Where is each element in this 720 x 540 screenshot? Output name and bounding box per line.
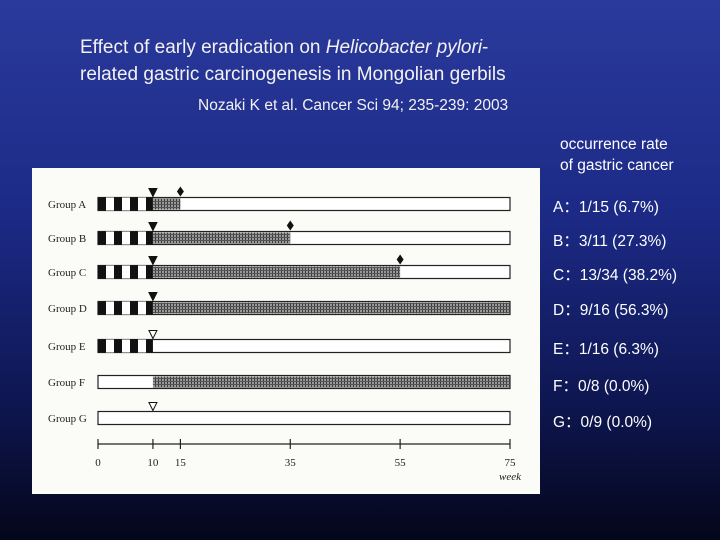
group-d-label: Group D — [48, 303, 87, 315]
group-g-open-triangle-icon — [148, 402, 158, 412]
group-e-checker-cell — [122, 339, 130, 353]
group-c-checker-cell — [130, 265, 138, 279]
group-e-bar-outline — [97, 338, 511, 354]
group-d-checker-cell — [106, 301, 114, 315]
group-a-checker-cell — [98, 197, 106, 211]
x-tick-label: 35 — [285, 457, 297, 469]
group-c-checker-cell — [138, 265, 146, 279]
x-tick-label: 55 — [395, 457, 407, 469]
title-line1-suffix: - — [482, 37, 489, 58]
citation: Nozaki K et al. Cancer Sci 94; 235-239: … — [198, 97, 509, 114]
occurrence-header-line1: occurrence rate — [560, 136, 668, 153]
group-d-filled-triangle-icon — [148, 292, 158, 302]
title-line2: related gastric carcinogenesis in Mongol… — [80, 64, 506, 85]
group-d-checker-cell — [146, 301, 153, 315]
occurrence-item-f: F：0/8 (0.0%) — [553, 378, 650, 395]
title-line1-prefix: Effect of early eradication on — [80, 37, 326, 58]
group-a-checker-cell — [146, 197, 153, 211]
group-g-label: Group G — [48, 413, 87, 425]
group-d-checker-cell — [122, 301, 130, 315]
group-c-checker-cell — [114, 265, 122, 279]
group-e-checker-cell — [130, 339, 138, 353]
group-e-open-triangle-icon — [148, 330, 158, 340]
group-c-filled-triangle-icon — [148, 256, 158, 266]
group-b-checker-cell — [106, 231, 114, 245]
group-b-checker-cell — [114, 231, 122, 245]
group-d-hatch-segment — [152, 302, 510, 314]
group-e-label: Group E — [48, 341, 86, 353]
group-c-diamond-icon — [396, 254, 404, 265]
group-b-filled-triangle-icon — [148, 222, 158, 232]
occurrence-item-e: E：1/16 (6.3%) — [553, 341, 659, 358]
group-c-label: Group C — [48, 267, 86, 279]
group-b-checker-cell — [122, 231, 130, 245]
occurrence-header: occurrence rate of gastric cancer — [560, 134, 720, 176]
group-b-label: Group B — [48, 233, 86, 245]
group-a-checker-cell — [122, 197, 130, 211]
group-d-checker-cell — [114, 301, 122, 315]
group-a-label: Group A — [48, 199, 86, 211]
group-a-diamond-icon — [176, 186, 184, 197]
group-c-checker-cell — [98, 265, 106, 279]
group-a-hatch-segment — [152, 198, 181, 210]
group-b-checker-cell — [138, 231, 146, 245]
group-f-hatch-segment — [152, 376, 510, 388]
group-b-hatch-segment — [152, 232, 291, 244]
group-e-checker-cell — [146, 339, 153, 353]
x-tick-label: 0 — [95, 457, 101, 469]
group-f-label: Group F — [48, 377, 85, 389]
group-e-checker-cell — [114, 339, 122, 353]
occurrence-header-line2: of gastric cancer — [560, 157, 674, 174]
group-e-checker-cell — [106, 339, 114, 353]
timeline-figure: Group A Group B Group C Group D Group E Group… — [32, 168, 540, 494]
group-d-checker-cell — [130, 301, 138, 315]
group-g-bar-outline — [97, 410, 511, 426]
x-tick-label: 75 — [505, 457, 517, 469]
group-b-checker-cell — [130, 231, 138, 245]
group-c-hatch-segment — [152, 266, 401, 278]
occurrence-item-g: G：0/9 (0.0%) — [553, 414, 653, 431]
occurrence-item-b: B：3/11 (27.3%) — [553, 233, 667, 250]
group-a-filled-triangle-icon — [148, 188, 158, 198]
x-tick-label: 15 — [175, 457, 187, 469]
group-b-checker-cell — [98, 231, 106, 245]
timeline-chart: Group A Group B Group C Group D Group E Group… — [48, 186, 522, 483]
group-c-checker-cell — [122, 265, 130, 279]
group-a-checker-cell — [130, 197, 138, 211]
group-c-checker-cell — [146, 265, 153, 279]
occurrence-item-a: A：1/15 (6.7%) — [553, 199, 659, 216]
group-a-checker-cell — [114, 197, 122, 211]
group-b-checker-cell — [146, 231, 153, 245]
occurrence-item-d: D：9/16 (56.3%) — [553, 302, 669, 319]
group-a-checker-cell — [106, 197, 114, 211]
x-axis-unit-label: week — [499, 471, 522, 483]
occurrence-item-c: C：13/34 (38.2%) — [553, 267, 678, 284]
group-e-checker-cell — [98, 339, 106, 353]
group-d-checker-cell — [138, 301, 146, 315]
group-a-checker-cell — [138, 197, 146, 211]
slide-title: Effect of early eradication on Helicobac… — [80, 34, 700, 88]
title-line1-italic: Helicobacter pylori — [325, 37, 483, 58]
x-tick-label: 10 — [147, 457, 159, 469]
group-c-checker-cell — [106, 265, 114, 279]
group-d-checker-cell — [98, 301, 106, 315]
group-e-checker-cell — [138, 339, 146, 353]
group-b-diamond-icon — [286, 220, 294, 231]
